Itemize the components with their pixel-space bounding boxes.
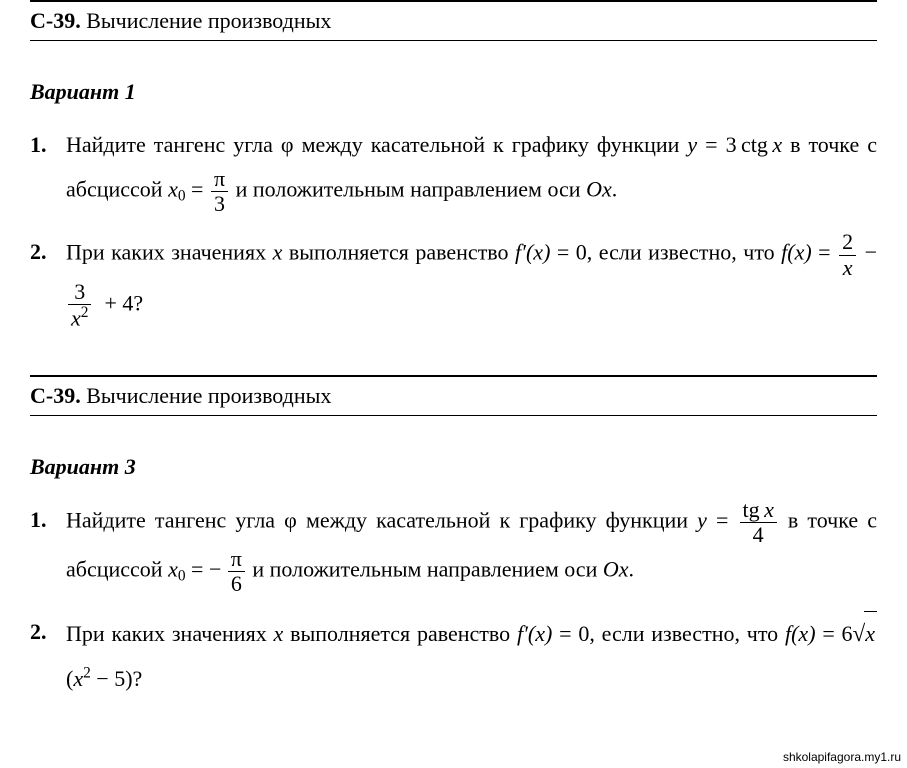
fn-tg: tg [743, 497, 760, 522]
var-x: x [764, 497, 774, 522]
paren-const: 5 [114, 666, 125, 691]
math-fprime: f′(x) [517, 621, 552, 646]
math-coef6: 6 [842, 621, 853, 646]
text: выполняется равенство [282, 240, 515, 265]
axis-ox: Ox [586, 177, 612, 202]
section-code-1: С-39. [30, 8, 81, 33]
math-eq0: = 0 [550, 240, 586, 265]
problem-list-2: Найдите тангенс угла φ между касательной… [30, 498, 877, 701]
math-ctg: ctg [741, 132, 768, 157]
den: 4 [740, 523, 777, 547]
math-y: y [687, 132, 697, 157]
text: , если известно, что [589, 621, 785, 646]
num: π [211, 167, 228, 192]
math-x: x [273, 240, 283, 265]
variant-label-2: Вариант 3 [30, 454, 877, 480]
problem-1-1: Найдите тангенс угла φ между касательной… [66, 123, 877, 216]
text: выполняется равенство [283, 621, 517, 646]
text: . [612, 177, 618, 202]
math-fx: f(x) [785, 621, 816, 646]
math-x0-var: x [168, 557, 178, 582]
math-x0-sub: 0 [178, 188, 186, 205]
text: При каких значениях [66, 240, 273, 265]
text: При каких значениях [66, 621, 274, 646]
text: . [629, 557, 635, 582]
axis-ox: Ox [603, 557, 629, 582]
math-const4: 4 [122, 290, 133, 315]
math-frac-2x: 2x [839, 230, 856, 279]
den-base: x [71, 305, 81, 330]
text: Найдите тангенс угла φ между касательной… [66, 507, 697, 532]
qmark: ? [133, 290, 143, 315]
num: 2 [839, 230, 856, 255]
math-frac-3x2: 3x2 [68, 280, 91, 331]
paren-exp: 2 [83, 664, 91, 681]
problem-list-1: Найдите тангенс угла φ между касательной… [30, 123, 877, 331]
problem-2-2: При каких значениях x выполняется равенс… [66, 610, 877, 700]
sqrt-x: x [864, 611, 877, 656]
section-head-2: С-39. Вычисление производных [30, 377, 877, 415]
math-x0-sub: 0 [178, 568, 186, 585]
math-frac-pi6: π6 [228, 547, 245, 596]
text: Найдите тангенс угла φ между касательной… [66, 132, 687, 157]
den-exp: 2 [81, 304, 89, 321]
rule-under-2 [30, 415, 877, 416]
math-x: x [772, 132, 782, 157]
rule-under-1 [30, 40, 877, 41]
section-title-1: Вычисление производных [86, 8, 331, 33]
num: 3 [68, 280, 91, 305]
math-eq0: = 0 [552, 621, 589, 646]
math-x: x [274, 621, 284, 646]
den: x2 [68, 305, 91, 331]
den: x [839, 256, 856, 280]
math-x0-var: x [168, 177, 178, 202]
math-frac-pi3: π3 [211, 167, 228, 216]
section-head-1: С-39. Вычисление производных [30, 2, 877, 40]
text: и положитель­ным направлением оси [230, 177, 586, 202]
watermark-text: shkolapifagora.my1.ru [0, 750, 907, 764]
problem-2-1: Найдите тангенс угла φ между касательной… [66, 498, 877, 597]
math-fprime: f′(x) [515, 240, 550, 265]
math-frac-tgx4: tg x4 [740, 498, 777, 547]
problem-1-2: При каких значениях x выполняется равенс… [66, 230, 877, 330]
text: , если известно, что [587, 240, 781, 265]
text: и положитель­ным направлением оси [247, 557, 603, 582]
num: π [228, 547, 245, 572]
math-fx: f(x) [781, 240, 812, 265]
math-y: y [697, 507, 707, 532]
math-coef: 3 [726, 132, 737, 157]
section-title-2: Вычисление производных [86, 383, 331, 408]
den: 6 [228, 572, 245, 596]
den: 3 [211, 192, 228, 216]
qmark: ? [133, 666, 143, 691]
num: tg x [740, 498, 777, 523]
variant-label-1: Вариант 1 [30, 79, 877, 105]
paren-base: x [73, 666, 83, 691]
section-code-2: С-39. [30, 383, 81, 408]
